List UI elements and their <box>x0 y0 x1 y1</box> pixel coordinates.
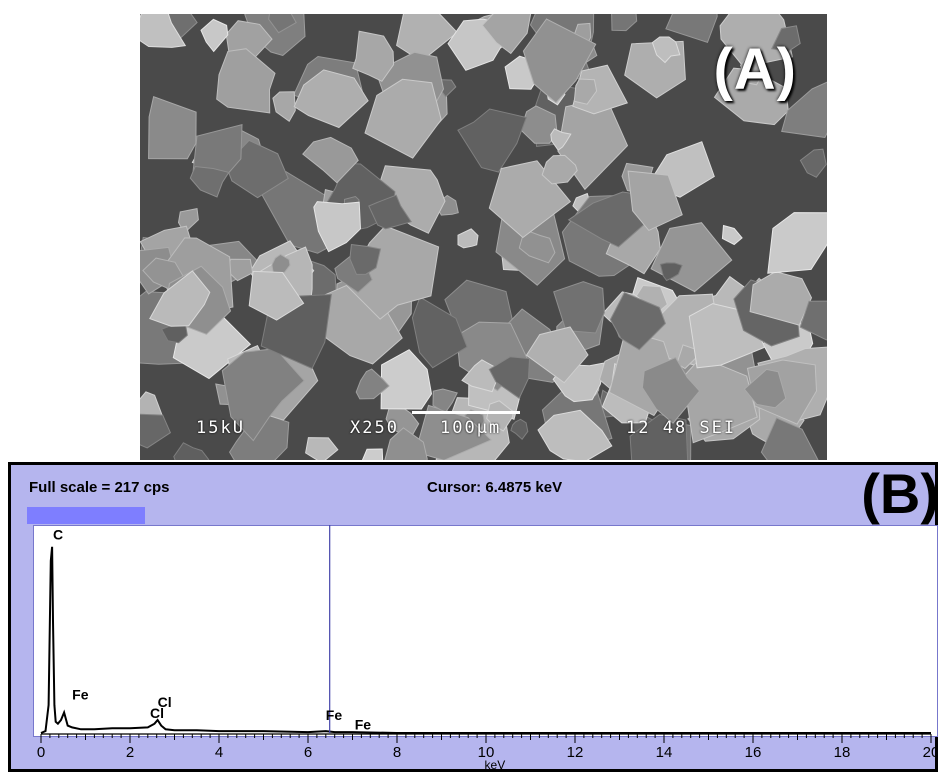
sem-particle <box>760 417 819 460</box>
sem-particle <box>770 25 801 53</box>
sem-particle <box>248 270 305 321</box>
sem-particle <box>665 14 718 44</box>
sem-particle <box>541 154 578 185</box>
sem-particle <box>293 69 369 129</box>
sem-scale-bar <box>412 411 520 414</box>
sem-particle <box>384 427 428 460</box>
sem-particle <box>518 228 556 264</box>
sem-particle <box>305 437 339 460</box>
sem-particle <box>781 81 827 139</box>
sem-particle <box>573 78 598 105</box>
sem-particle <box>743 368 787 409</box>
sem-particle <box>368 194 412 230</box>
x-tick-label: 4 <box>215 744 223 761</box>
sem-voltage: 15kU <box>196 418 245 438</box>
sem-particle <box>721 224 743 246</box>
sem-particle <box>799 148 827 178</box>
x-tick-label: 10 <box>478 744 495 761</box>
sem-particle <box>522 18 597 104</box>
sem-particle <box>352 30 395 82</box>
panel-a-label: (A) <box>713 37 797 102</box>
sem-particle <box>537 409 613 460</box>
sem-particle <box>650 222 733 293</box>
sem-particle <box>302 136 359 184</box>
sem-particle <box>268 14 297 34</box>
sem-particle <box>525 326 589 384</box>
sem-particle <box>488 356 531 399</box>
sem-particle <box>149 270 211 327</box>
x-tick-label: 14 <box>656 744 673 761</box>
sem-particle <box>148 96 197 160</box>
sem-particle <box>380 349 433 410</box>
sem-scale-text: 100µm <box>440 418 502 438</box>
sem-particle <box>140 413 172 449</box>
panel-b-label: (B) <box>861 462 939 525</box>
peak-label: Fe <box>72 686 89 702</box>
x-tick-label: 16 <box>745 744 762 761</box>
sem-particle <box>200 18 229 53</box>
sem-particle <box>189 165 230 198</box>
sem-particle <box>713 67 789 126</box>
sem-particle <box>799 300 827 341</box>
sem-particle <box>659 262 683 282</box>
sem-micrograph: 15kU X250 100µm 12 48 SEI (A) <box>140 14 827 460</box>
sem-particle <box>361 448 384 460</box>
sem-particle <box>550 128 572 151</box>
sem-particle <box>313 201 362 253</box>
peak-label: Cl <box>150 705 164 721</box>
sem-magnification: X250 <box>350 418 399 438</box>
sem-particle <box>481 14 532 55</box>
sem-particle <box>767 212 827 274</box>
full-scale-readout: Full scale = 217 cps <box>29 479 170 496</box>
peak-label: Fe <box>355 716 372 732</box>
peak-label: C <box>53 526 63 542</box>
sem-particle <box>651 36 681 64</box>
x-tick-label: 8 <box>393 744 401 761</box>
spectrum-line <box>40 546 931 734</box>
x-tick-label: 12 <box>567 744 584 761</box>
peak-label: Fe <box>326 707 343 723</box>
x-tick-label: 20 <box>923 744 935 761</box>
x-tick-label: 0 <box>37 744 45 761</box>
x-axis-label: keV <box>485 758 506 769</box>
sem-particle <box>355 368 390 400</box>
sem-particle <box>629 413 689 460</box>
sem-particle <box>364 78 442 159</box>
sem-particle <box>349 243 382 275</box>
sem-particle <box>740 57 763 86</box>
sem-particle <box>627 170 683 232</box>
sem-particle <box>553 281 605 334</box>
sem-particle <box>221 348 305 442</box>
x-tick-label: 2 <box>126 744 134 761</box>
sem-particle <box>414 404 492 460</box>
x-tick-label: 6 <box>304 744 312 761</box>
sem-particle <box>396 14 458 62</box>
x-tick-label: 18 <box>834 744 851 761</box>
sem-particle <box>216 48 276 114</box>
sem-particle <box>140 14 187 48</box>
sem-particle <box>641 356 701 424</box>
sem-info-text: 12 48 SEI <box>626 418 737 438</box>
sem-particle <box>272 91 296 123</box>
cursor-readout: Cursor: 6.4875 keV <box>427 479 563 496</box>
sem-particle <box>411 296 468 369</box>
sem-particle <box>749 271 813 326</box>
sem-particle <box>457 108 527 173</box>
eds-spectrum-panel: Full scale = 217 cps Cursor: 6.4875 keV … <box>8 462 939 772</box>
scale-marker-bar <box>27 507 145 524</box>
sem-particle <box>510 418 529 440</box>
sem-particle <box>611 14 638 32</box>
sem-particle <box>173 442 210 460</box>
peak-label: Cl <box>158 694 172 710</box>
sem-particle <box>457 228 479 249</box>
sem-particles <box>140 14 827 460</box>
sem-particle <box>609 291 666 351</box>
